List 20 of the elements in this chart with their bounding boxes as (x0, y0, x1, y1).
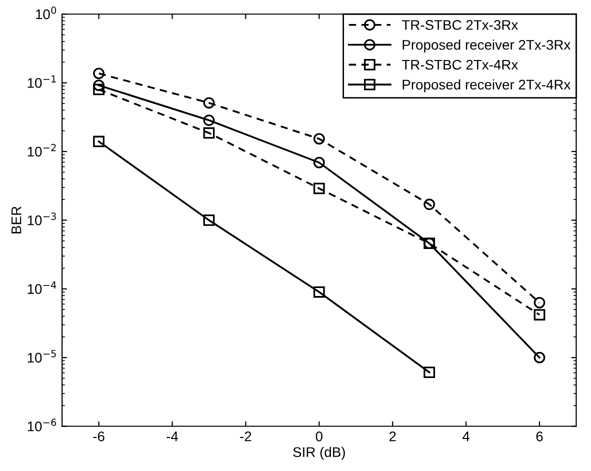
legend-label: Proposed receiver 2Tx-4Rx (402, 79, 571, 92)
y-tick-label: 10$^{−4}$ (28, 281, 56, 294)
x-axis-title: SIR (dB) (293, 446, 345, 460)
x-tick-label: 0 (316, 431, 322, 442)
y-tick-label: 10$^{−3}$ (28, 212, 56, 226)
y-tick-label: 10$^{0}$ (36, 6, 56, 20)
x-tick-label: 2 (389, 431, 396, 442)
y-tick-label: 10$^{−5}$ (28, 350, 56, 363)
legend-label: Proposed receiver 2Tx-3Rx (402, 40, 571, 53)
x-tick-label: -6 (93, 431, 104, 442)
y-tick-label: 10$^{−6}$ (28, 418, 56, 432)
x-tick-label: 6 (536, 431, 543, 442)
x-tick-label: 4 (462, 432, 470, 442)
y-tick-label: 10$^{−1}$ (28, 75, 56, 88)
x-tick-label: -4 (166, 432, 178, 442)
y-axis-title: BER (12, 206, 22, 234)
legend-label: TR-STBC 2Tx-3Rx (402, 20, 518, 30)
y-tick-label: 10$^{−2}$ (28, 144, 56, 157)
legend-label: TR-STBC 2Tx-4Rx (402, 60, 518, 70)
x-tick-label: -2 (240, 431, 252, 442)
